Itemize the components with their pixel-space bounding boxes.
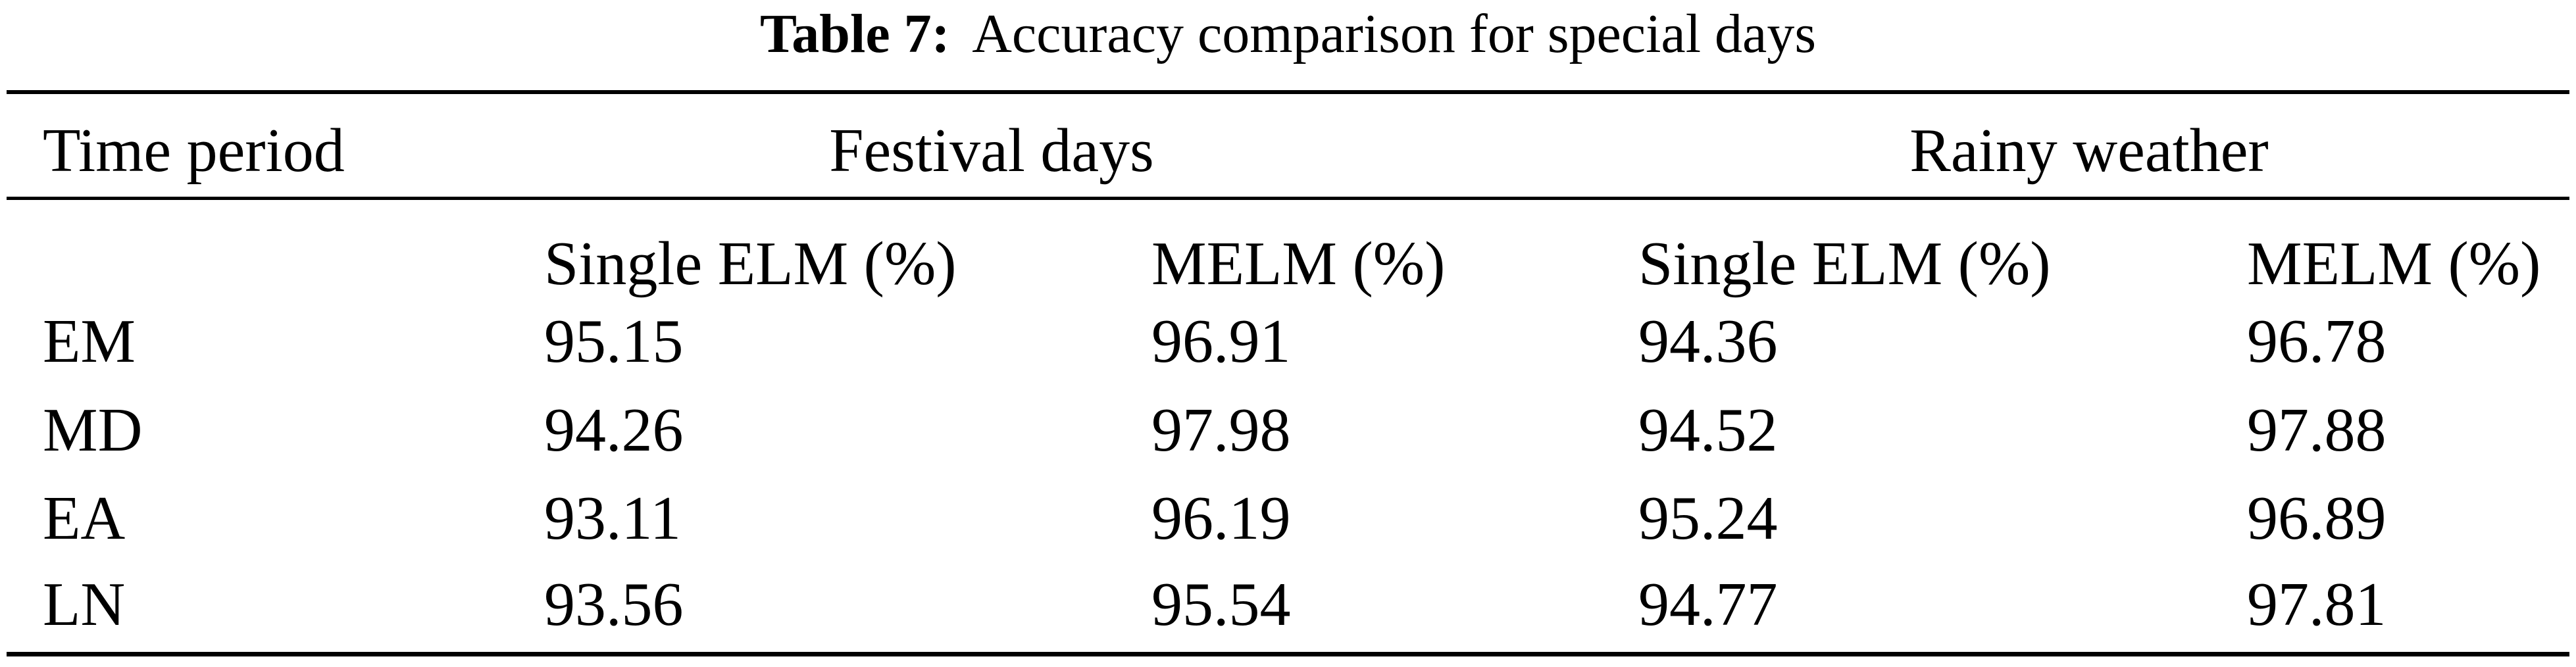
cell-festival-melm: 97.98 xyxy=(1151,396,1291,464)
row-period-label: LN xyxy=(43,570,126,639)
cell-festival-single: 93.56 xyxy=(544,570,684,639)
subheader-rainy-single-elm: Single ELM (%) xyxy=(1638,230,2051,298)
cell-rainy-melm: 96.89 xyxy=(2247,484,2387,553)
table-caption-text: Accuracy comparison for special days xyxy=(972,3,1817,64)
cell-festival-melm: 96.19 xyxy=(1151,484,1291,553)
row-period-label: MD xyxy=(43,396,143,464)
cell-rainy-melm: 97.88 xyxy=(2247,396,2387,464)
group-header-festival-days: Festival days xyxy=(829,116,1154,185)
cell-rainy-single: 94.36 xyxy=(1638,307,1778,376)
cell-rainy-melm: 96.78 xyxy=(2247,307,2387,376)
row-period-label: EM xyxy=(43,307,136,376)
group-header-rainy-weather: Rainy weather xyxy=(1909,116,2269,185)
cell-rainy-melm: 97.81 xyxy=(2247,570,2387,639)
cell-festival-melm: 96.91 xyxy=(1151,307,1291,376)
table-header-rule xyxy=(7,197,2569,200)
cell-festival-melm: 95.54 xyxy=(1151,570,1291,639)
cell-festival-single: 95.15 xyxy=(544,307,684,376)
column-header-time-period: Time period xyxy=(43,116,345,185)
subheader-festival-single-elm: Single ELM (%) xyxy=(544,230,957,298)
cell-rainy-single: 94.52 xyxy=(1638,396,1778,464)
table-bottom-rule xyxy=(7,652,2569,656)
cell-rainy-single: 94.77 xyxy=(1638,570,1778,639)
cell-rainy-single: 95.24 xyxy=(1638,484,1778,553)
subheader-rainy-melm: MELM (%) xyxy=(2247,230,2541,298)
table-caption: Table 7: Accuracy comparison for special … xyxy=(0,3,2576,64)
cell-festival-single: 93.11 xyxy=(544,484,682,553)
table-top-rule xyxy=(7,90,2569,94)
row-period-label: EA xyxy=(43,484,126,553)
table-caption-label: Table 7: xyxy=(759,3,950,64)
cell-festival-single: 94.26 xyxy=(544,396,684,464)
subheader-festival-melm: MELM (%) xyxy=(1151,230,1446,298)
